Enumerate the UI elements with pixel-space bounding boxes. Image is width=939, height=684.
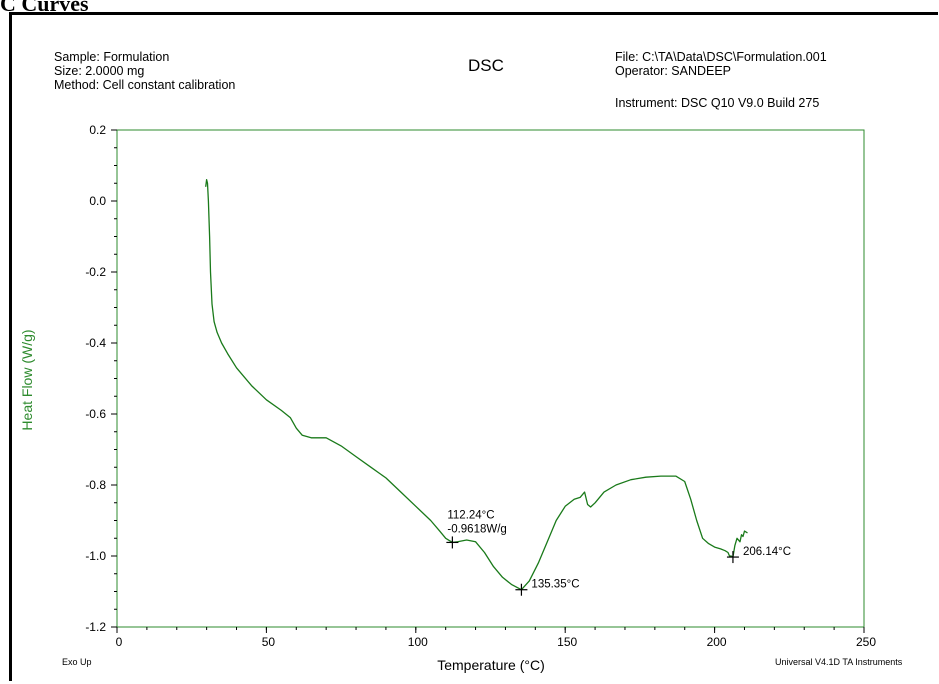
- annotation-layer: 112.24°C -0.9618W/g 135.35°C 206.14°C: [446, 509, 791, 596]
- y-tick-label: -1.0: [85, 549, 106, 563]
- exo-up-note: Exo Up: [62, 657, 92, 667]
- file-info: File: C:\TA\Data\DSC\Formulation.001 Ope…: [615, 50, 827, 78]
- chart-frame: [9, 12, 938, 681]
- x-tick-label: 200: [707, 635, 727, 649]
- x-tick-label: 150: [557, 635, 577, 649]
- x-tick-label: 50: [262, 635, 276, 649]
- software-version: Universal V4.1D TA Instruments: [775, 657, 903, 667]
- sample-name: Sample: Formulation: [54, 50, 170, 64]
- y-tick-label: -1.2: [85, 620, 106, 634]
- y-tick-label: -0.8: [85, 478, 106, 492]
- x-tick-label: 100: [408, 635, 428, 649]
- sample-size: Size: 2.0000 mg: [54, 64, 145, 78]
- y-tick-label: 0.2: [89, 123, 106, 137]
- curve-layer: [205, 179, 748, 591]
- axis-ticks: 0.2 0.0 -0.2 -0.4 -0.6 -0.8 -1.0 -1.2 0 50 100 150 2…: [85, 123, 876, 649]
- instrument: Instrument: DSC Q10 V9.0 Build 275: [615, 96, 820, 110]
- annotation-temperature: 206.14°C: [743, 546, 791, 558]
- x-tick-label: 0: [116, 635, 123, 649]
- x-tick-label: 250: [856, 635, 876, 649]
- y-tick-label: 0.0: [89, 194, 106, 208]
- annotation-temperature: 135.35°C: [531, 579, 579, 591]
- method: Method: Cell constant calibration: [54, 78, 236, 92]
- y-tick-label: -0.6: [85, 407, 106, 421]
- annotation-temperature: 112.24°C: [447, 509, 494, 521]
- chart-title: DSC: [468, 56, 504, 75]
- sample-info: Sample: Formulation Size: 2.0000 mg Meth…: [54, 50, 235, 92]
- y-tick-label: -0.2: [85, 265, 106, 279]
- operator: Operator: SANDEEP: [615, 64, 732, 78]
- y-axis-label: Heat Flow (W/g): [19, 329, 35, 430]
- heat-flow-curve: [205, 179, 748, 591]
- y-tick-label: -0.4: [85, 336, 106, 350]
- annotation-heat-flow: -0.9618W/g: [447, 523, 506, 535]
- x-axis-label: Temperature (°C): [437, 657, 545, 673]
- file-path: File: C:\TA\Data\DSC\Formulation.001: [615, 50, 827, 64]
